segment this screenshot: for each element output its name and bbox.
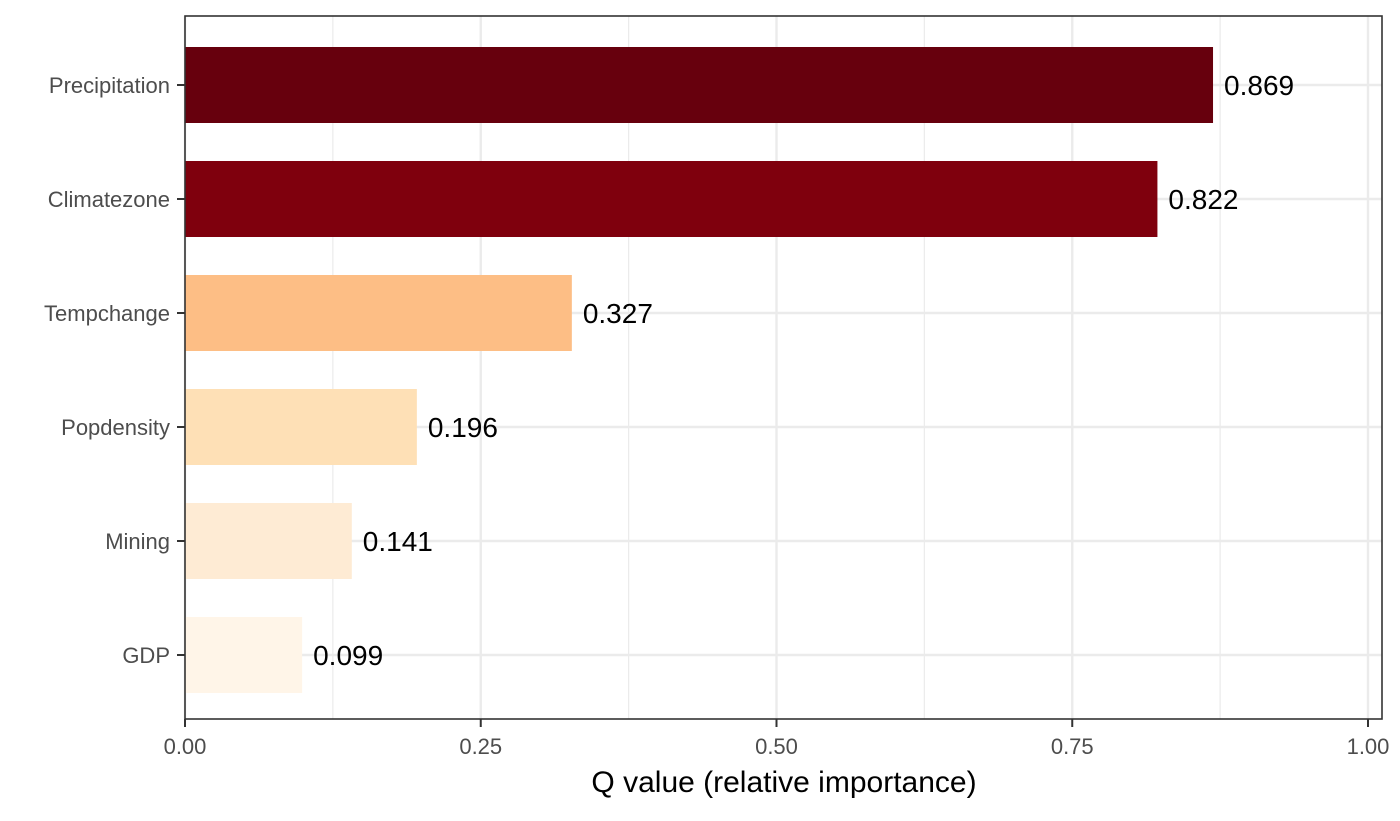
x-tick-label: 0.00 [164, 734, 207, 759]
data-label: 0.099 [313, 640, 383, 671]
bar-mining [185, 503, 352, 579]
data-label: 0.869 [1224, 70, 1294, 101]
bar-tempchange [185, 275, 572, 351]
data-label: 0.196 [428, 412, 498, 443]
data-label: 0.822 [1168, 184, 1238, 215]
y-tick-label: Tempchange [44, 301, 170, 326]
axis-layer: Precipitation Climatezone Tempchange Popden… [44, 15, 1390, 759]
x-axis-title: Q value (relative importance) [591, 766, 976, 799]
bar-precipitation [185, 47, 1214, 123]
y-tick-label: Precipitation [49, 73, 170, 98]
y-tick-label: Mining [105, 529, 170, 554]
panel-border [184, 15, 1383, 720]
x-tick-label: 0.25 [459, 734, 502, 759]
bar-popdensity [185, 389, 417, 465]
data-label: 0.327 [583, 298, 653, 329]
y-tick-label: GDP [122, 643, 170, 668]
data-label-layer: 0.869 0.822 0.327 0.196 0.141 0.099 [313, 70, 1294, 671]
bar-climatezone [185, 161, 1158, 237]
y-tick-label: Climatezone [48, 187, 170, 212]
x-tick-label: 0.75 [1051, 734, 1094, 759]
bar-layer [185, 47, 1214, 693]
data-label: 0.141 [363, 526, 433, 557]
x-tick-label: 1.00 [1347, 734, 1390, 759]
x-tick-label: 0.50 [755, 734, 798, 759]
y-tick-label: Popdensity [61, 415, 170, 440]
bar-gdp [185, 617, 303, 693]
